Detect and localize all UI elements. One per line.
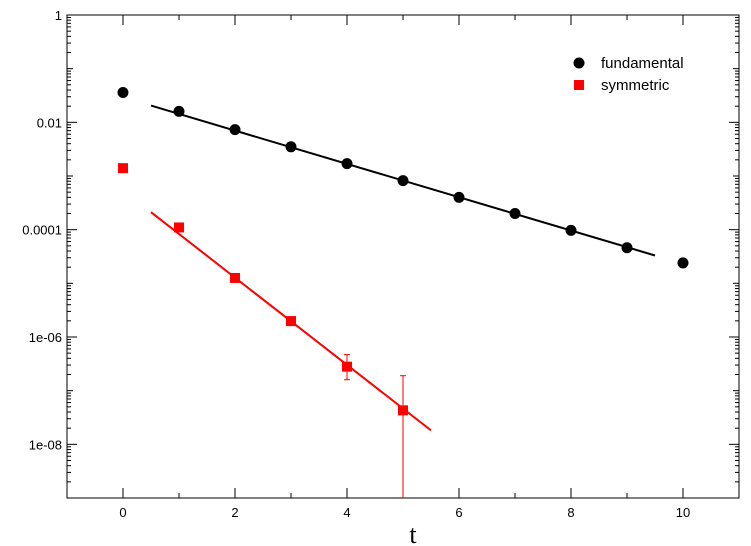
point-fundamental <box>453 191 465 203</box>
point-fundamental <box>621 242 633 254</box>
legend-marker-symmetric <box>574 80 584 90</box>
point-fundamental <box>285 141 297 153</box>
data-points <box>117 86 689 416</box>
y-tick-label: 1 <box>55 8 62 23</box>
x-axis-ticks: 0 2 4 6 8 10 <box>66 15 740 520</box>
point-fundamental <box>509 208 521 220</box>
point-fundamental <box>677 257 689 269</box>
point-symmetric <box>118 163 128 174</box>
legend-marker-fundamental <box>573 57 585 69</box>
error-bars <box>344 354 406 498</box>
point-fundamental <box>565 224 577 236</box>
x-tick-label: 6 <box>455 505 462 520</box>
point-fundamental <box>397 175 409 187</box>
point-fundamental <box>173 105 185 117</box>
point-symmetric <box>230 272 240 283</box>
x-tick-label: 2 <box>231 505 238 520</box>
y-tick-label: 0.01 <box>37 115 62 130</box>
x-axis-title: t <box>409 520 417 546</box>
y-axis-ticks: 1 0.01 0.0001 1e-06 1e-08 <box>22 8 739 499</box>
point-symmetric <box>174 222 184 233</box>
legend: fundamental symmetric <box>573 55 684 94</box>
legend-label-symmetric: symmetric <box>601 77 670 94</box>
point-fundamental <box>229 124 241 136</box>
point-symmetric <box>398 405 408 416</box>
point-symmetric <box>286 316 296 327</box>
legend-label-fundamental: fundamental <box>601 55 684 72</box>
point-symmetric <box>342 361 352 372</box>
point-fundamental <box>117 86 129 98</box>
x-tick-label: 10 <box>676 505 690 520</box>
y-tick-label: 1e-08 <box>29 437 62 452</box>
y-tick-label: 1e-06 <box>29 330 62 345</box>
x-tick-label: 8 <box>567 505 574 520</box>
x-tick-label: 0 <box>119 505 126 520</box>
point-fundamental <box>341 158 353 170</box>
y-tick-label: 0.0001 <box>22 223 62 238</box>
x-tick-label: 4 <box>343 505 350 520</box>
